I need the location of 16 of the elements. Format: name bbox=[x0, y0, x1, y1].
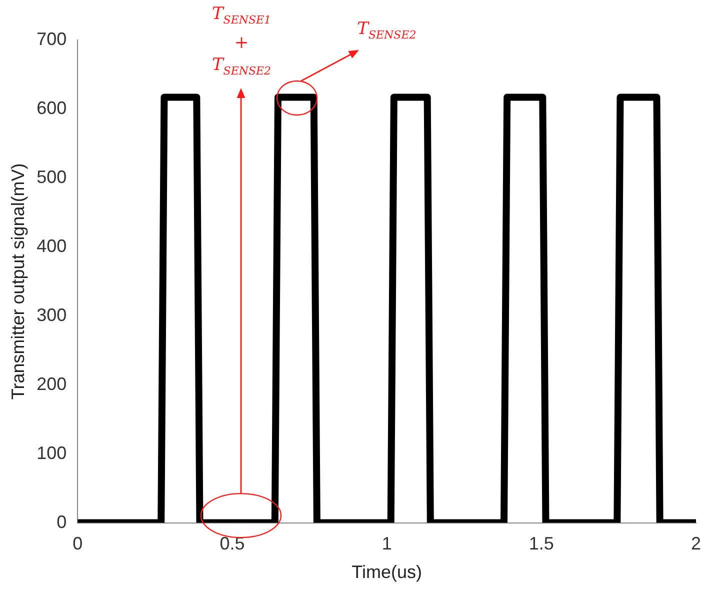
y-tick-label: 600 bbox=[36, 98, 67, 118]
y-tick-label: 100 bbox=[36, 442, 67, 463]
annotation: T$_{SENSE1}$ + T$_{SENSE2}$ bbox=[212, 3, 272, 79]
x-tick-label: 1 bbox=[382, 534, 392, 554]
x-axis-title: Time(us) bbox=[352, 562, 422, 582]
y-tick-label: 0 bbox=[56, 512, 67, 532]
y-tick-label: 300 bbox=[36, 304, 67, 325]
y-axis-title: Transmitter output signal(mV) bbox=[8, 163, 28, 400]
x-tick-label: 2 bbox=[690, 534, 702, 554]
y-tick-label: 400 bbox=[36, 236, 67, 256]
y-tick-label: 200 bbox=[36, 374, 67, 394]
annotation: T$_{SENSE2}$ bbox=[357, 18, 416, 43]
y-tick-label: 500 bbox=[36, 166, 67, 187]
y-tick-label: 700 bbox=[36, 28, 67, 49]
x-tick-label: 1.5 bbox=[528, 534, 554, 554]
x-tick-label: 0 bbox=[72, 534, 83, 554]
